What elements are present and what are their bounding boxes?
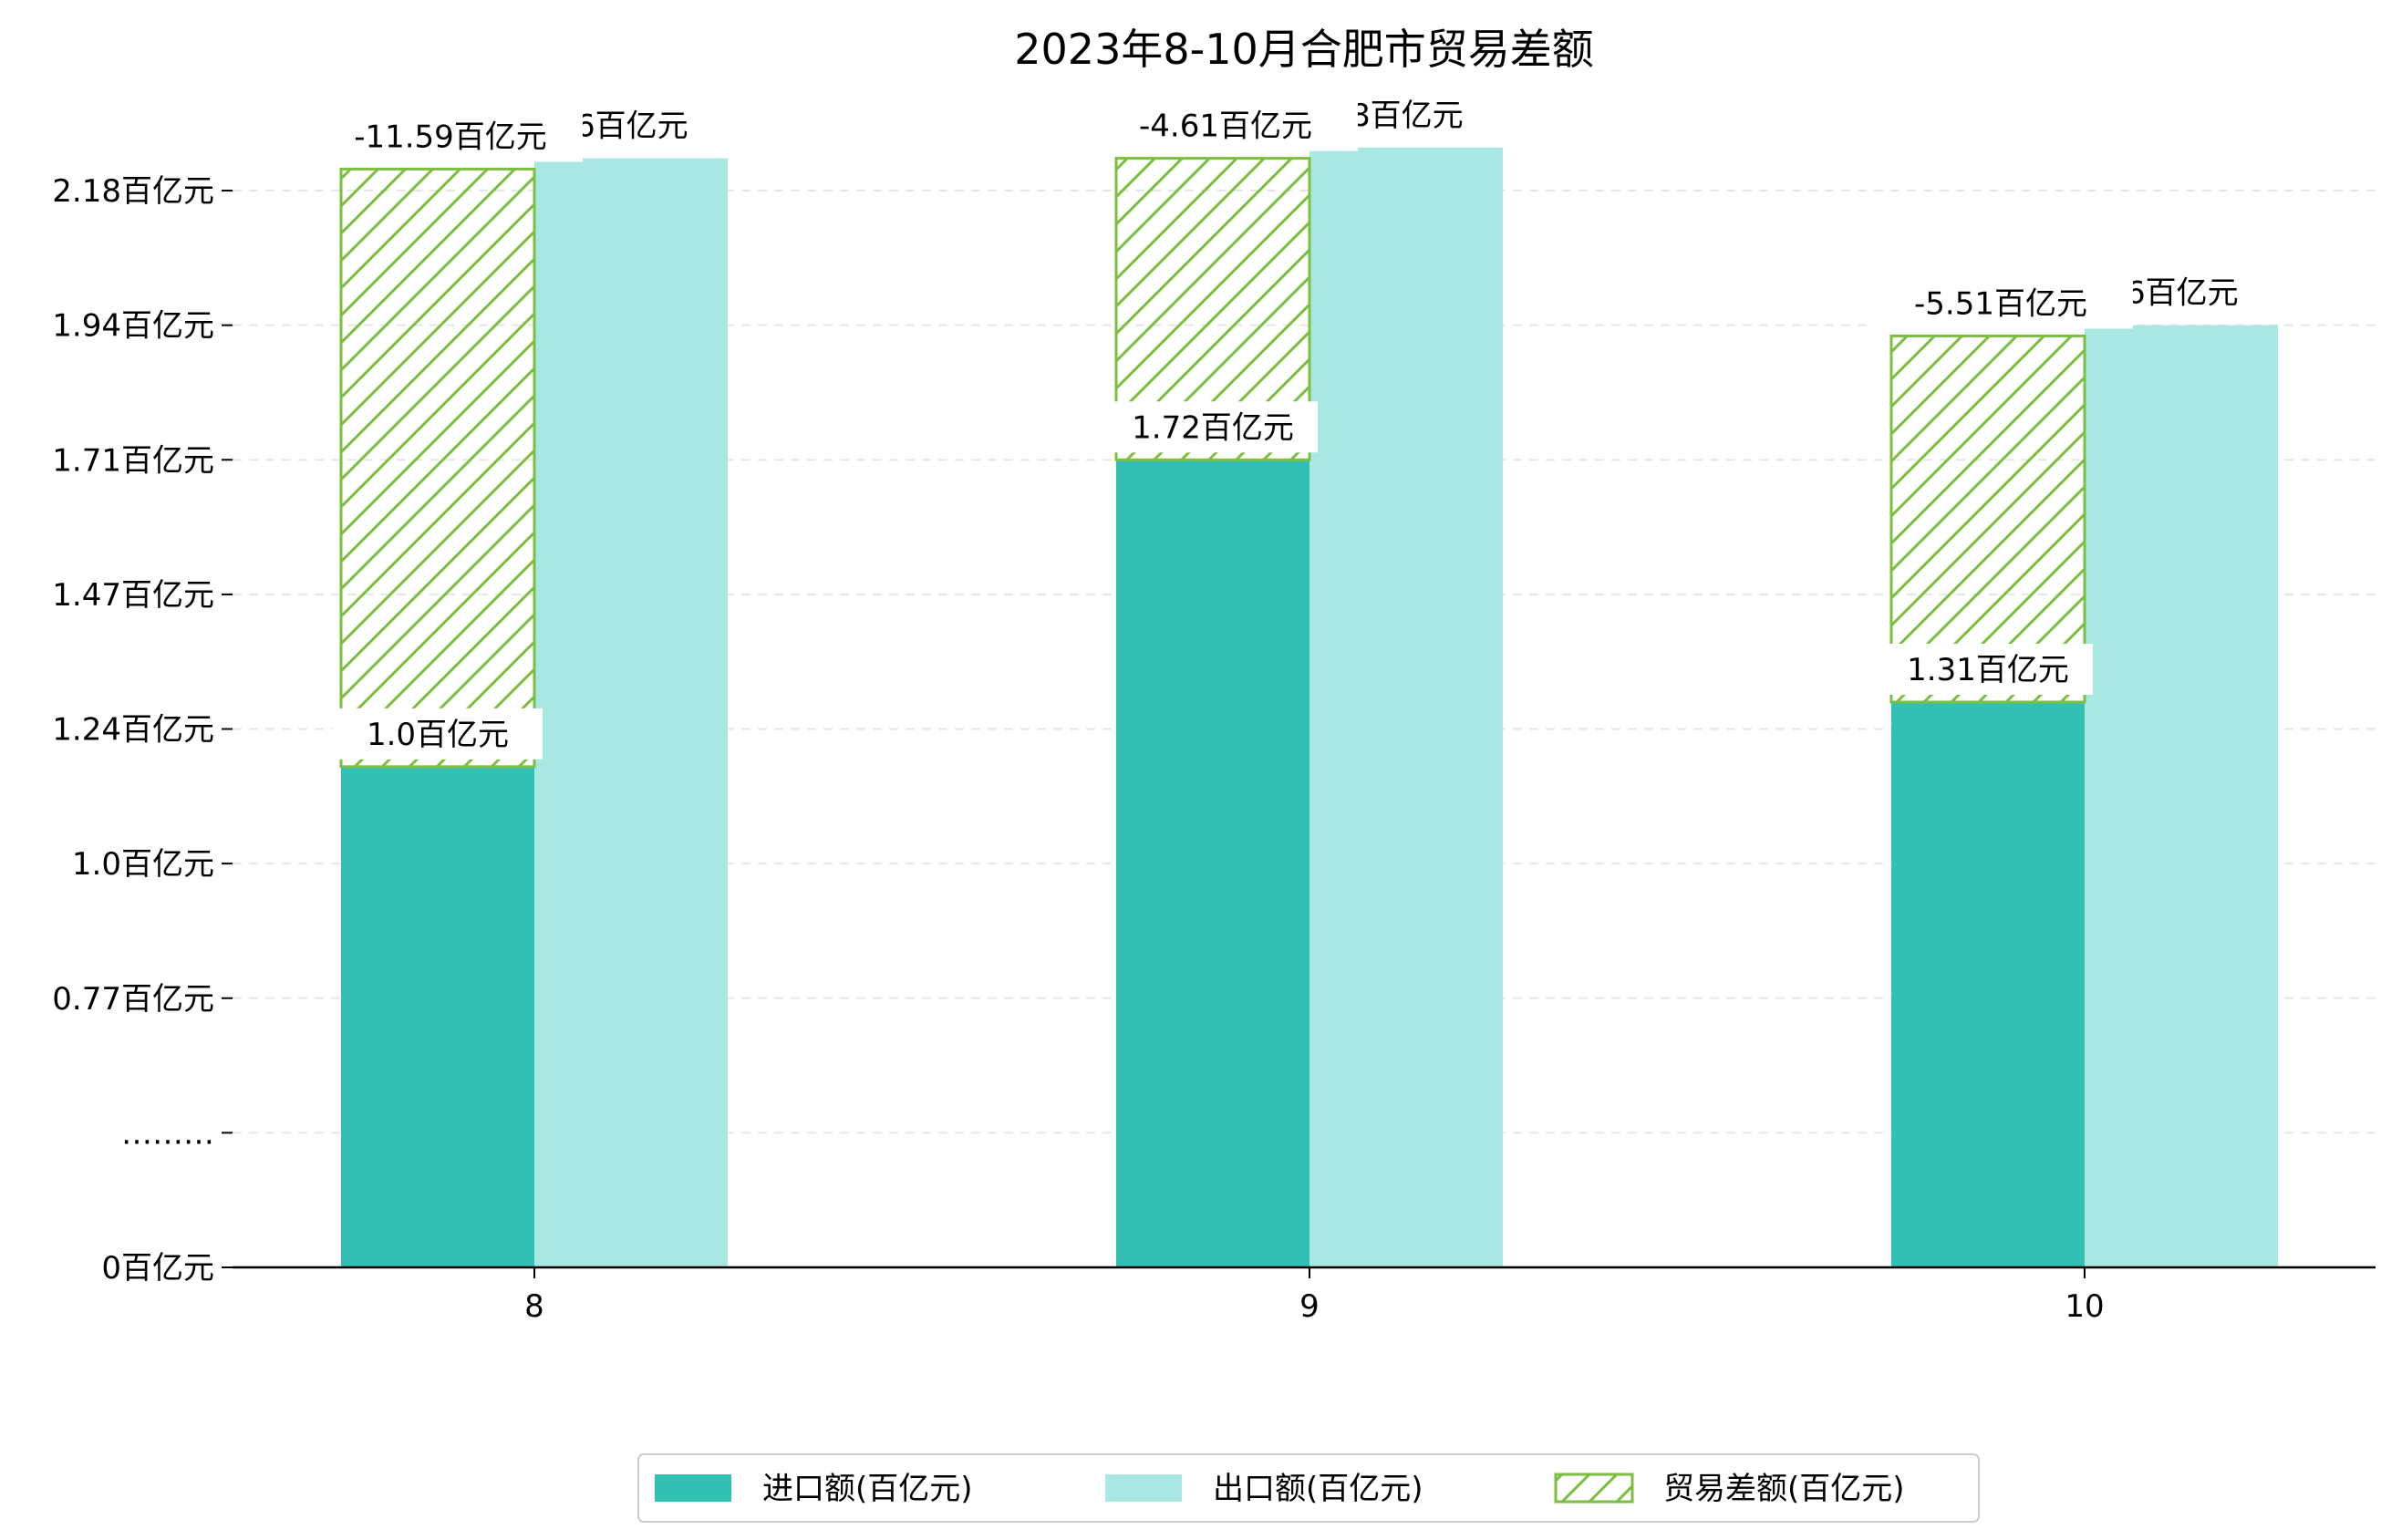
bar-export bbox=[2085, 325, 2278, 1268]
y-tick-label: 1.24百亿元 bbox=[52, 712, 214, 749]
chart-title: 2023年8-10月合肥市贸易差额 bbox=[1014, 25, 1593, 74]
bar-export bbox=[1309, 147, 1503, 1267]
y-tick-label: ……… bbox=[121, 1115, 214, 1152]
y-tick-label: 1.71百亿元 bbox=[52, 442, 214, 479]
bar-trade-balance bbox=[339, 167, 536, 769]
data-label-bg bbox=[333, 708, 543, 760]
legend-swatch bbox=[1554, 1473, 1634, 1504]
data-label: 1.72百亿元 bbox=[1132, 409, 1294, 446]
data-label: -5.51百亿元 bbox=[1914, 285, 2087, 322]
y-axis: 0百亿元 ……… 0.77百亿元 1.0百亿元 1.24百亿元 1.47百亿元 1.71百亿… bbox=[52, 173, 233, 1287]
bar-import bbox=[341, 766, 534, 1267]
bar-import bbox=[1116, 460, 1309, 1267]
legend-label: 贸易差额(百亿元) bbox=[1663, 1471, 1905, 1507]
y-tick-label: 1.94百亿元 bbox=[52, 308, 214, 345]
bar-trade-balance bbox=[1889, 334, 2086, 704]
y-tick-label: 1.47百亿元 bbox=[52, 577, 214, 614]
data-label-bg bbox=[1093, 99, 1358, 151]
y-tick-label: 0百亿元 bbox=[101, 1250, 214, 1287]
data-labels: 1.0百亿元16百亿元-11.59百亿元1.72百亿元18百亿元-4.61百亿元… bbox=[318, 88, 2259, 760]
x-tick-label: 8 bbox=[524, 1288, 544, 1325]
data-label-bg bbox=[1868, 277, 2133, 329]
data-label-bg bbox=[318, 110, 583, 162]
legend-swatch bbox=[1105, 1474, 1182, 1502]
legend-swatch bbox=[655, 1474, 731, 1502]
legend-label: 出口额(百亿元) bbox=[1213, 1471, 1423, 1507]
data-label-bg bbox=[1883, 644, 2093, 695]
legend-box bbox=[637, 1453, 1980, 1523]
data-label: -11.59百亿元 bbox=[354, 119, 547, 155]
y-tick-label: 0.77百亿元 bbox=[52, 981, 214, 1018]
x-axis: 8 9 10 bbox=[233, 1266, 2375, 1325]
data-label: 1.31百亿元 bbox=[1907, 652, 2069, 688]
data-label-bg bbox=[1108, 401, 1318, 453]
data-label: -4.61百亿元 bbox=[1139, 109, 1312, 145]
bar-export bbox=[534, 158, 728, 1268]
legend-label: 进口额(百亿元) bbox=[762, 1471, 973, 1507]
x-tick-label: 9 bbox=[1299, 1288, 1320, 1325]
legend: 进口额(百亿元) 出口额(百亿元) 贸易差额(百亿元) bbox=[637, 1453, 1980, 1523]
x-tick-label: 10 bbox=[2065, 1288, 2104, 1325]
bar-import bbox=[1891, 702, 2085, 1267]
bars bbox=[339, 147, 2278, 1268]
y-tick-label: 1.0百亿元 bbox=[72, 846, 214, 883]
data-label: 1.0百亿元 bbox=[367, 717, 509, 753]
y-tick-label: 2.18百亿元 bbox=[52, 173, 214, 210]
